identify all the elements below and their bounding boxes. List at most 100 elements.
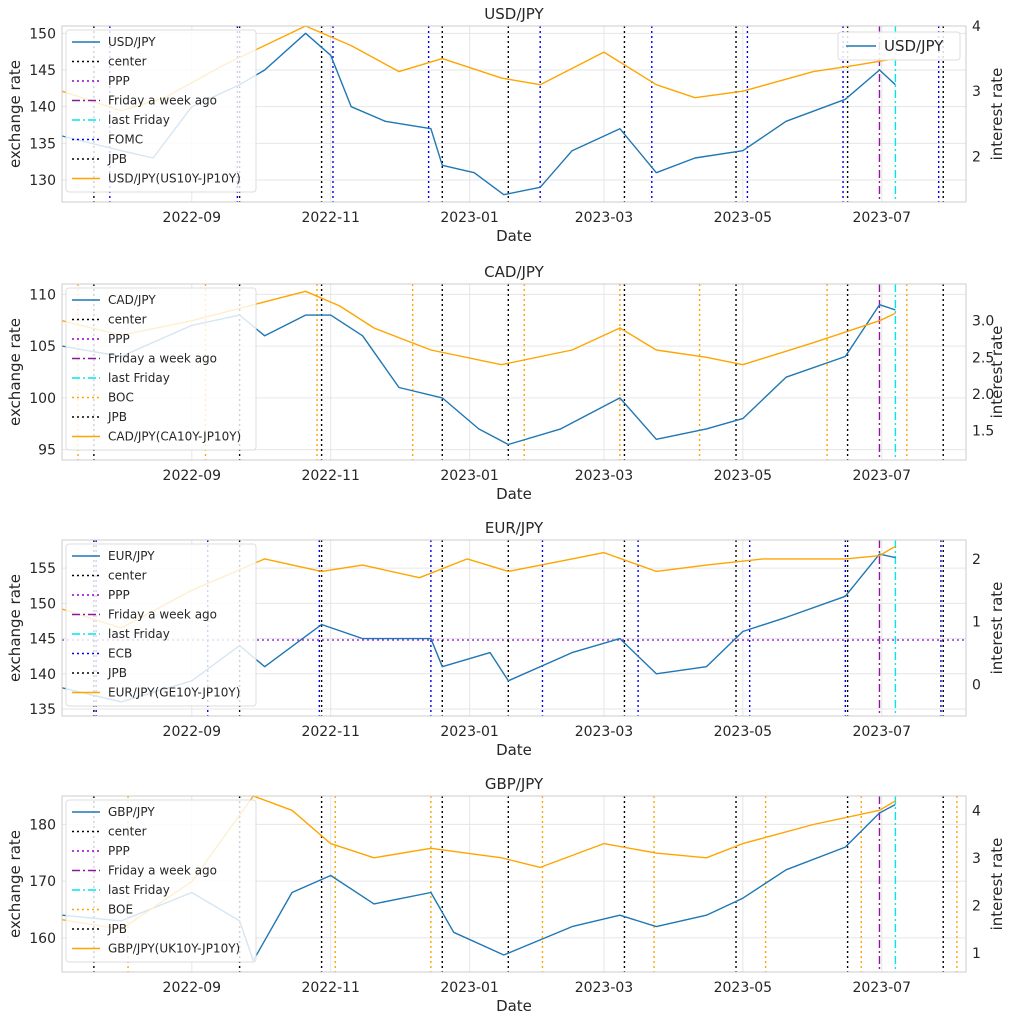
secondary-legend-box bbox=[837, 31, 961, 61]
legend-label: PPP bbox=[108, 74, 130, 88]
x-tick-label: 2023-01 bbox=[440, 724, 499, 740]
legend-label: Friday a week ago bbox=[108, 608, 217, 622]
x-axis-label: Date bbox=[496, 997, 532, 1015]
y-axis-label: exchange rate bbox=[6, 574, 24, 682]
legend-label: EUR/JPY bbox=[108, 549, 155, 563]
legend-label: Friday a week ago bbox=[108, 864, 217, 878]
legend-label: PPP bbox=[108, 588, 130, 602]
legend-label: JPB bbox=[107, 666, 127, 680]
y-tick-label: 145 bbox=[29, 632, 56, 648]
legend-box bbox=[65, 287, 257, 451]
y-tick-label: 180 bbox=[29, 817, 56, 833]
y2-tick-label: 2.5 bbox=[972, 350, 994, 366]
y-tick-label: 135 bbox=[29, 136, 56, 152]
legend-label: Friday a week ago bbox=[108, 352, 217, 366]
x-tick-label: 2023-07 bbox=[852, 468, 911, 484]
y2-tick-label: 3 bbox=[972, 851, 981, 867]
legend-label: BOC bbox=[108, 391, 134, 405]
legend-label: JPB bbox=[107, 410, 127, 424]
legend: EUR/JPY center PPP Friday a week ago last Fr… bbox=[65, 543, 257, 707]
y2-tick-label: 0 bbox=[972, 678, 981, 694]
x-tick-label: 2022-09 bbox=[163, 724, 222, 740]
y2-tick-label: 2.0 bbox=[972, 387, 994, 403]
x-tick-label: 2023-03 bbox=[575, 468, 634, 484]
y-tick-label: 150 bbox=[29, 596, 56, 612]
legend-label: GBP/JPY(UK10Y-JP10Y) bbox=[108, 942, 240, 956]
x-tick-label: 2023-01 bbox=[440, 210, 499, 226]
legend-label: JPB bbox=[107, 922, 127, 936]
y-axis-label: exchange rate bbox=[6, 830, 24, 938]
legend-label: CAD/JPY(CA10Y-JP10Y) bbox=[108, 430, 241, 444]
chart-title: GBP/JPY bbox=[485, 775, 544, 793]
plot-frame bbox=[61, 539, 967, 717]
y2-tick-label: 3.0 bbox=[972, 314, 994, 330]
x-tick-label: 2023-07 bbox=[852, 210, 911, 226]
legend-label: last Friday bbox=[108, 627, 170, 641]
legend-label: center bbox=[108, 569, 147, 583]
y2-tick-label: 4 bbox=[972, 19, 981, 35]
y2-axis-label: interest rate bbox=[988, 326, 1006, 419]
x-tick-label: 2022-11 bbox=[301, 210, 360, 226]
x-tick-label: 2023-05 bbox=[714, 210, 773, 226]
chart-panel-eur-jpy: EUR/JPY 135 140 145 150 155 0 1 2 2022-09 2022-11 2… bbox=[6, 519, 1006, 759]
y2-tick-label: 1 bbox=[972, 615, 981, 631]
legend: GBP/JPY center PPP Friday a week ago last Fr… bbox=[65, 799, 257, 963]
y2-tick-label: 2 bbox=[972, 898, 981, 914]
chart-title: CAD/JPY bbox=[484, 263, 544, 281]
plot-frame bbox=[61, 25, 967, 203]
y-tick-label: 130 bbox=[29, 173, 56, 189]
legend: CAD/JPY center PPP Friday a week ago last Fr… bbox=[65, 287, 257, 451]
chart-title: EUR/JPY bbox=[485, 519, 544, 537]
y-tick-label: 170 bbox=[29, 874, 56, 890]
y-tick-label: 155 bbox=[29, 561, 56, 577]
chart-panel-usd-jpy: USD/JPY 130 135 140 145 150 2 3 4 2022-09 2022-11 2… bbox=[6, 5, 1006, 245]
legend-label: USD/JPY bbox=[108, 35, 156, 49]
x-axis-label: Date bbox=[496, 741, 532, 759]
legend-label: last Friday bbox=[108, 371, 170, 385]
legend: USD/JPY center PPP Friday a week ago last Fr… bbox=[65, 29, 257, 193]
x-tick-label: 2023-01 bbox=[440, 468, 499, 484]
y2-axis-label: interest rate bbox=[988, 582, 1006, 675]
chart-title: USD/JPY bbox=[484, 5, 544, 23]
legend-label: GBP/JPY bbox=[108, 805, 155, 819]
y-tick-label: 150 bbox=[29, 26, 56, 42]
x-tick-label: 2022-09 bbox=[163, 468, 222, 484]
legend-label: last Friday bbox=[108, 883, 170, 897]
legend-label: Friday a week ago bbox=[108, 94, 217, 108]
y-tick-label: 100 bbox=[29, 391, 56, 407]
y-axis-label: exchange rate bbox=[6, 60, 24, 168]
legend-box bbox=[65, 799, 257, 963]
legend-label: center bbox=[108, 825, 147, 839]
y-tick-label: 160 bbox=[29, 931, 56, 947]
y-tick-label: 110 bbox=[29, 287, 56, 303]
y-tick-label: 95 bbox=[38, 443, 56, 459]
legend-box bbox=[65, 29, 257, 193]
y-tick-label: 145 bbox=[29, 63, 56, 79]
legend-label: ECB bbox=[108, 647, 132, 661]
legend-label: center bbox=[108, 313, 147, 327]
y-axis-label: exchange rate bbox=[6, 318, 24, 426]
x-tick-label: 2022-09 bbox=[163, 210, 222, 226]
x-tick-label: 2023-07 bbox=[852, 980, 911, 996]
y-tick-label: 135 bbox=[29, 702, 56, 718]
x-tick-label: 2023-05 bbox=[714, 980, 773, 996]
x-tick-label: 2023-03 bbox=[575, 210, 634, 226]
legend-label: PPP bbox=[108, 332, 130, 346]
legend-box bbox=[65, 543, 257, 707]
chart-panel-cad-jpy: CAD/JPY 95 100 105 110 1.5 2.0 2.5 3.0 2022-09 202… bbox=[6, 263, 1006, 503]
secondary-legend: USD/JPY bbox=[837, 31, 961, 61]
x-tick-label: 2023-03 bbox=[575, 980, 634, 996]
x-axis-label: Date bbox=[496, 227, 532, 245]
legend-label: last Friday bbox=[108, 113, 170, 127]
y2-tick-label: 2 bbox=[972, 552, 981, 568]
x-tick-label: 2022-11 bbox=[301, 980, 360, 996]
x-axis-label: Date bbox=[496, 485, 532, 503]
x-tick-label: 2023-01 bbox=[440, 980, 499, 996]
x-tick-label: 2022-11 bbox=[301, 724, 360, 740]
legend-label: center bbox=[108, 55, 147, 69]
x-tick-label: 2022-09 bbox=[163, 980, 222, 996]
legend-label: CAD/JPY bbox=[108, 293, 156, 307]
legend-label: EUR/JPY(GE10Y-JP10Y) bbox=[108, 686, 240, 700]
chart-panel-gbp-jpy: GBP/JPY 160 170 180 1 2 3 4 2022-09 2022-11 2023-0… bbox=[6, 775, 1006, 1015]
